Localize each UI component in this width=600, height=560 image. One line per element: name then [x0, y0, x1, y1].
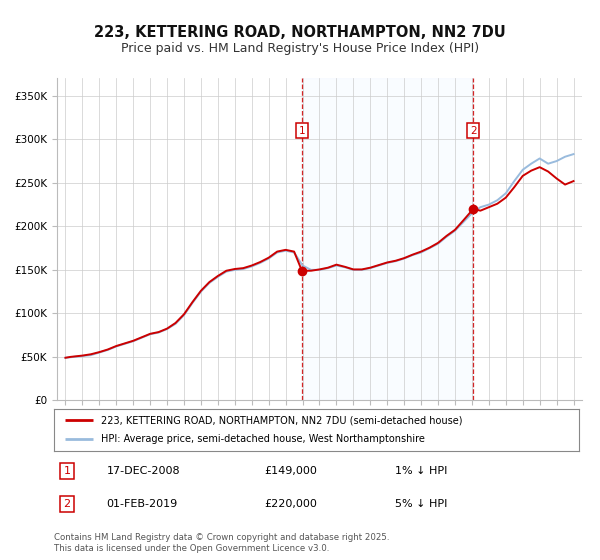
Text: 2: 2 — [470, 125, 476, 136]
Text: 17-DEC-2008: 17-DEC-2008 — [107, 466, 180, 476]
Text: £149,000: £149,000 — [264, 466, 317, 476]
Text: 1: 1 — [299, 125, 305, 136]
Text: 5% ↓ HPI: 5% ↓ HPI — [395, 499, 448, 509]
Text: Contains HM Land Registry data © Crown copyright and database right 2025.
This d: Contains HM Land Registry data © Crown c… — [54, 533, 389, 553]
Text: £220,000: £220,000 — [264, 499, 317, 509]
Text: 2: 2 — [64, 499, 71, 509]
Text: Price paid vs. HM Land Registry's House Price Index (HPI): Price paid vs. HM Land Registry's House … — [121, 42, 479, 55]
Text: 223, KETTERING ROAD, NORTHAMPTON, NN2 7DU (semi-detached house): 223, KETTERING ROAD, NORTHAMPTON, NN2 7D… — [101, 415, 463, 425]
Bar — [302, 78, 473, 400]
Text: 1% ↓ HPI: 1% ↓ HPI — [395, 466, 448, 476]
Text: 223, KETTERING ROAD, NORTHAMPTON, NN2 7DU: 223, KETTERING ROAD, NORTHAMPTON, NN2 7D… — [94, 25, 506, 40]
Text: 1: 1 — [64, 466, 71, 476]
Text: 01-FEB-2019: 01-FEB-2019 — [107, 499, 178, 509]
Text: HPI: Average price, semi-detached house, West Northamptonshire: HPI: Average price, semi-detached house,… — [101, 435, 425, 445]
